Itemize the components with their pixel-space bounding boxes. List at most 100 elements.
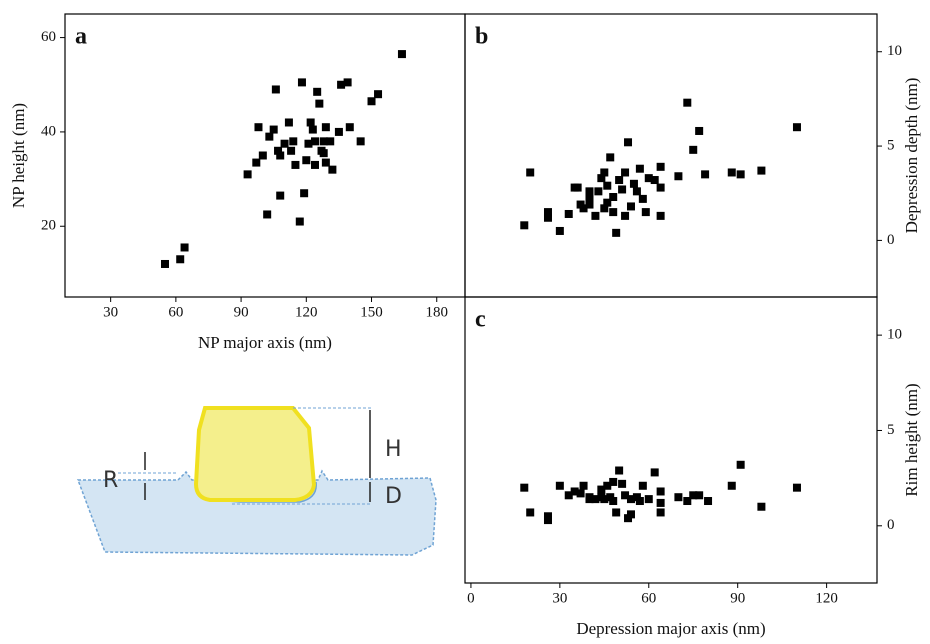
data-point <box>311 160 319 169</box>
data-point <box>674 493 683 502</box>
x-tick-label: 180 <box>425 304 448 320</box>
data-point <box>635 164 644 173</box>
y-tick-label: 5 <box>887 422 895 438</box>
data-point <box>629 179 638 188</box>
data-point <box>555 226 564 235</box>
data-point <box>321 158 330 167</box>
data-point <box>343 78 352 87</box>
data-point <box>757 502 766 511</box>
data-point <box>615 176 624 185</box>
x-tick-label: 30 <box>103 304 118 320</box>
data-point <box>689 145 698 154</box>
data-point <box>313 87 322 96</box>
data-point <box>543 213 552 222</box>
data-point <box>397 50 406 59</box>
x-tick-label: 120 <box>295 304 318 320</box>
data-point <box>345 123 354 132</box>
data-point <box>615 466 624 475</box>
data-point <box>606 153 615 162</box>
data-point <box>704 497 713 506</box>
data-point <box>641 208 650 217</box>
data-point <box>600 168 609 177</box>
plot-frame <box>464 13 878 298</box>
data-point <box>573 183 582 192</box>
data-point <box>635 497 644 506</box>
data-point <box>656 508 665 517</box>
x-tick-label: 60 <box>168 304 183 320</box>
data-point <box>311 137 319 146</box>
data-point <box>315 99 324 108</box>
data-point <box>609 208 618 217</box>
data-point <box>269 125 278 134</box>
data-point <box>306 118 315 127</box>
data-point <box>564 209 573 218</box>
y-tick-label: 5 <box>887 138 895 154</box>
data-point <box>274 146 283 155</box>
x-axis-label: Depression major axis (nm) <box>576 619 765 638</box>
data-point <box>585 187 594 196</box>
substrate <box>76 469 437 556</box>
data-point <box>252 158 261 167</box>
data-point <box>520 483 529 492</box>
data-point <box>621 491 630 500</box>
data-point <box>287 146 296 155</box>
data-point <box>543 512 552 521</box>
data-point <box>326 137 335 146</box>
data-point <box>689 491 698 500</box>
data-point <box>727 481 736 490</box>
label-h: H <box>385 437 402 462</box>
data-point <box>618 479 627 488</box>
data-point <box>600 495 609 504</box>
data-point <box>600 204 609 213</box>
y-tick-label: 10 <box>887 43 902 59</box>
data-point <box>638 481 647 490</box>
data-point <box>656 162 665 171</box>
x-tick-label: 30 <box>552 590 567 606</box>
data-point <box>243 170 252 179</box>
data-point <box>736 170 745 179</box>
data-point <box>265 132 274 141</box>
panel-label: c <box>475 307 486 333</box>
x-tick-label: 60 <box>641 590 656 606</box>
data-point <box>644 174 653 183</box>
data-point <box>621 168 630 177</box>
data-point <box>656 487 665 496</box>
data-point <box>520 221 529 230</box>
data-point <box>594 187 603 196</box>
data-point <box>555 481 564 490</box>
y-tick-label: 0 <box>887 232 895 248</box>
data-point <box>297 78 306 87</box>
data-point <box>585 495 594 504</box>
data-point <box>295 217 304 226</box>
data-point <box>683 497 692 506</box>
y-tick-label: 10 <box>887 327 902 343</box>
data-point <box>308 125 317 134</box>
data-point <box>289 137 298 146</box>
data-point <box>591 495 600 504</box>
data-point <box>603 481 612 490</box>
panel-label: a <box>75 24 87 50</box>
data-point <box>276 151 285 160</box>
x-tick-label: 90 <box>234 304 249 320</box>
data-point <box>337 80 346 89</box>
plot-frame <box>464 296 878 584</box>
data-point <box>585 200 594 209</box>
data-point <box>591 211 600 220</box>
label-d: D <box>385 484 402 509</box>
data-point <box>609 497 618 506</box>
data-point <box>792 483 801 492</box>
label-r: R <box>103 468 118 493</box>
data-point <box>263 210 272 219</box>
data-point <box>526 168 535 177</box>
data-point <box>543 208 552 217</box>
data-point <box>656 498 665 507</box>
data-point <box>300 189 309 198</box>
data-point <box>695 491 704 500</box>
data-point <box>650 468 659 477</box>
data-point <box>356 137 365 146</box>
y-tick-label: 20 <box>41 218 56 234</box>
data-point <box>727 168 736 177</box>
data-point <box>276 191 285 200</box>
data-point <box>254 123 263 132</box>
data-point <box>792 123 801 132</box>
